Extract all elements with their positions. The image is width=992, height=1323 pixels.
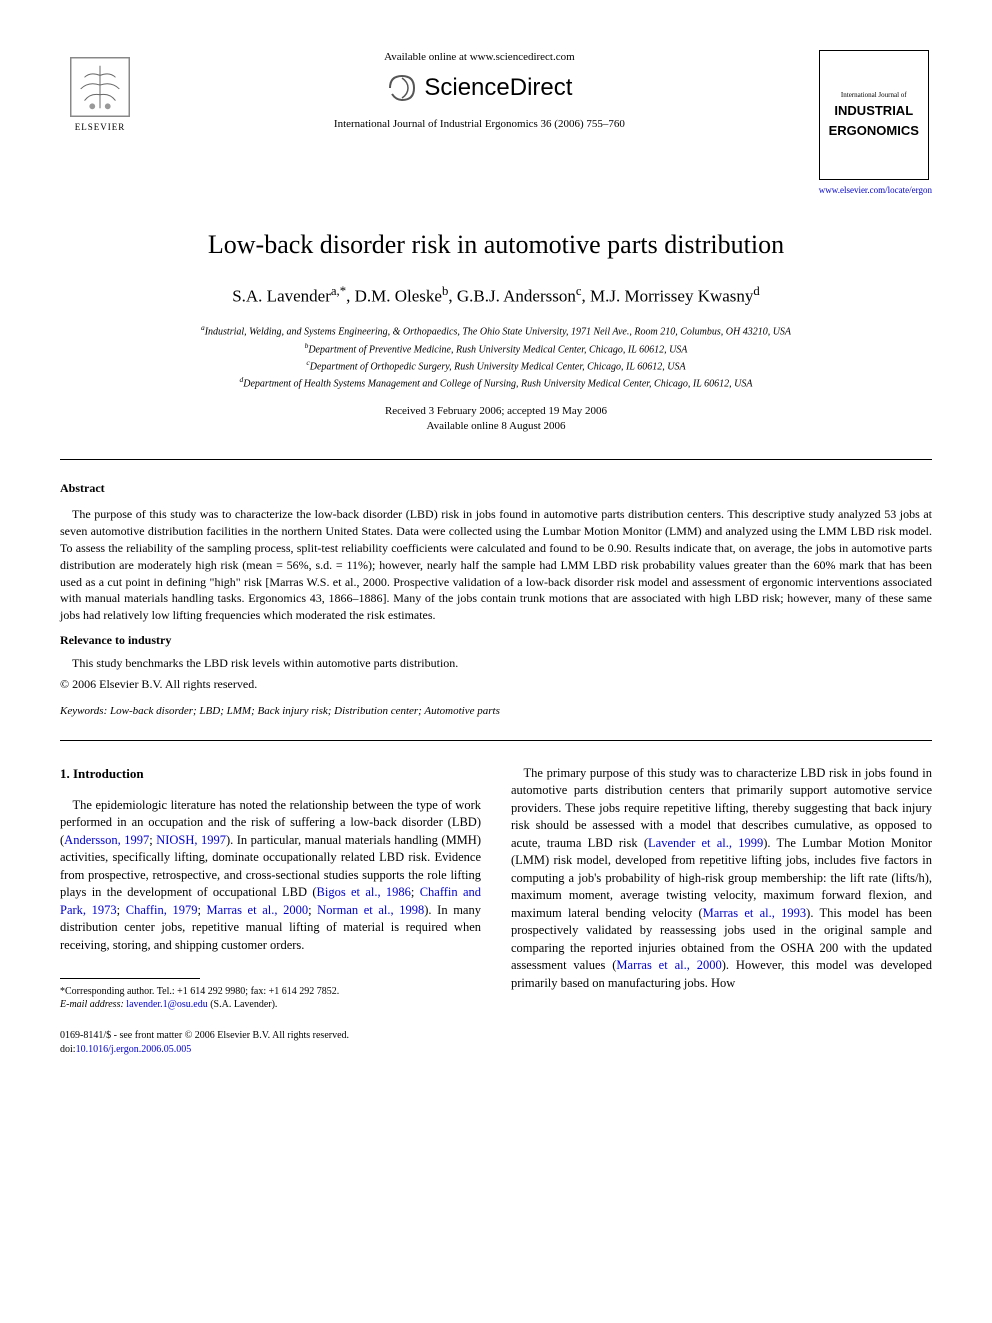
citation-niosh-1997[interactable]: NIOSH, 1997 bbox=[156, 833, 226, 847]
elsevier-logo: ELSEVIER bbox=[60, 50, 140, 140]
divider-top bbox=[60, 459, 932, 460]
email-link[interactable]: lavender.1@osu.edu bbox=[126, 999, 207, 1010]
body-columns: 1. Introduction The epidemiologic litera… bbox=[60, 765, 932, 1058]
abstract-heading: Abstract bbox=[60, 480, 932, 497]
intro-para-right: The primary purpose of this study was to… bbox=[511, 765, 932, 993]
intro-heading: 1. Introduction bbox=[60, 765, 481, 783]
citation-bigos-1986[interactable]: Bigos et al., 1986 bbox=[317, 885, 411, 899]
column-right: The primary purpose of this study was to… bbox=[511, 765, 932, 1058]
sciencedirect-icon bbox=[386, 72, 418, 104]
article-dates: Received 3 February 2006; accepted 19 Ma… bbox=[60, 404, 932, 435]
keywords-row: Keywords: Low-back disorder; LBD; LMM; B… bbox=[60, 704, 932, 719]
header-row: ELSEVIER Available online at www.science… bbox=[60, 50, 932, 197]
doi-line: doi:10.1016/j.ergon.2006.05.005 bbox=[60, 1043, 481, 1057]
corresponding-author-footnote: *Corresponding author. Tel.: +1 614 292 … bbox=[60, 985, 481, 998]
journal-cover-title-2: ERGONOMICS bbox=[829, 123, 919, 139]
elsevier-label: ELSEVIER bbox=[75, 121, 126, 134]
doi-link[interactable]: 10.1016/j.ergon.2006.05.005 bbox=[76, 1044, 192, 1055]
citation-lavender-1999[interactable]: Lavender et al., 1999 bbox=[648, 836, 763, 850]
email-footnote: E-mail address: lavender.1@osu.edu (S.A.… bbox=[60, 998, 481, 1011]
journal-cover-title-1: INDUSTRIAL bbox=[834, 103, 913, 119]
elsevier-tree-icon bbox=[70, 57, 130, 117]
affiliation-a: aIndustrial, Welding, and Systems Engine… bbox=[60, 322, 932, 339]
affiliations: aIndustrial, Welding, and Systems Engine… bbox=[60, 322, 932, 391]
sciencedirect-text: ScienceDirect bbox=[424, 71, 572, 105]
divider-bottom bbox=[60, 740, 932, 741]
journal-cover: International Journal of INDUSTRIAL ERGO… bbox=[819, 50, 929, 180]
journal-reference: International Journal of Industrial Ergo… bbox=[160, 117, 799, 132]
citation-chaffin-1979[interactable]: Chaffin, 1979 bbox=[126, 903, 198, 917]
footnote-separator bbox=[60, 978, 200, 979]
footer: 0169-8141/$ - see front matter © 2006 El… bbox=[60, 1029, 481, 1057]
copyright-text: © 2006 Elsevier B.V. All rights reserved… bbox=[60, 676, 932, 693]
affiliation-d: dDepartment of Health Systems Management… bbox=[60, 374, 932, 391]
citation-andersson-1997[interactable]: Andersson, 1997 bbox=[64, 833, 149, 847]
citation-marras-1993[interactable]: Marras et al., 1993 bbox=[703, 906, 806, 920]
keywords-label: Keywords: bbox=[60, 705, 107, 717]
intro-para-left: The epidemiologic literature has noted t… bbox=[60, 797, 481, 955]
journal-cover-subtitle: International Journal of bbox=[841, 92, 907, 100]
journal-url[interactable]: www.elsevier.com/locate/ergon bbox=[819, 184, 932, 197]
citation-norman-1998[interactable]: Norman et al., 1998 bbox=[317, 903, 424, 917]
available-online-text: Available online at www.sciencedirect.co… bbox=[160, 50, 799, 65]
abstract-body: The purpose of this study was to charact… bbox=[60, 506, 932, 624]
citation-marras-2000-b[interactable]: Marras et al., 2000 bbox=[616, 958, 721, 972]
online-date: Available online 8 August 2006 bbox=[60, 419, 932, 434]
relevance-body: This study benchmarks the LBD risk level… bbox=[60, 655, 932, 672]
affiliation-c: cDepartment of Orthopedic Surgery, Rush … bbox=[60, 357, 932, 374]
relevance-heading: Relevance to industry bbox=[60, 632, 932, 649]
column-left: 1. Introduction The epidemiologic litera… bbox=[60, 765, 481, 1058]
affiliation-b: bDepartment of Preventive Medicine, Rush… bbox=[60, 340, 932, 357]
center-header: Available online at www.sciencedirect.co… bbox=[140, 50, 819, 132]
issn-line: 0169-8141/$ - see front matter © 2006 El… bbox=[60, 1029, 481, 1043]
journal-cover-block: International Journal of INDUSTRIAL ERGO… bbox=[819, 50, 932, 197]
keywords-text: Low-back disorder; LBD; LMM; Back injury… bbox=[110, 705, 500, 717]
authors-list: S.A. Lavendera,*, D.M. Oleskeb, G.B.J. A… bbox=[60, 283, 932, 308]
citation-marras-2000-a[interactable]: Marras et al., 2000 bbox=[207, 903, 309, 917]
received-date: Received 3 February 2006; accepted 19 Ma… bbox=[60, 404, 932, 419]
article-title: Low-back disorder risk in automotive par… bbox=[60, 227, 932, 263]
sciencedirect-logo: ScienceDirect bbox=[160, 71, 799, 105]
